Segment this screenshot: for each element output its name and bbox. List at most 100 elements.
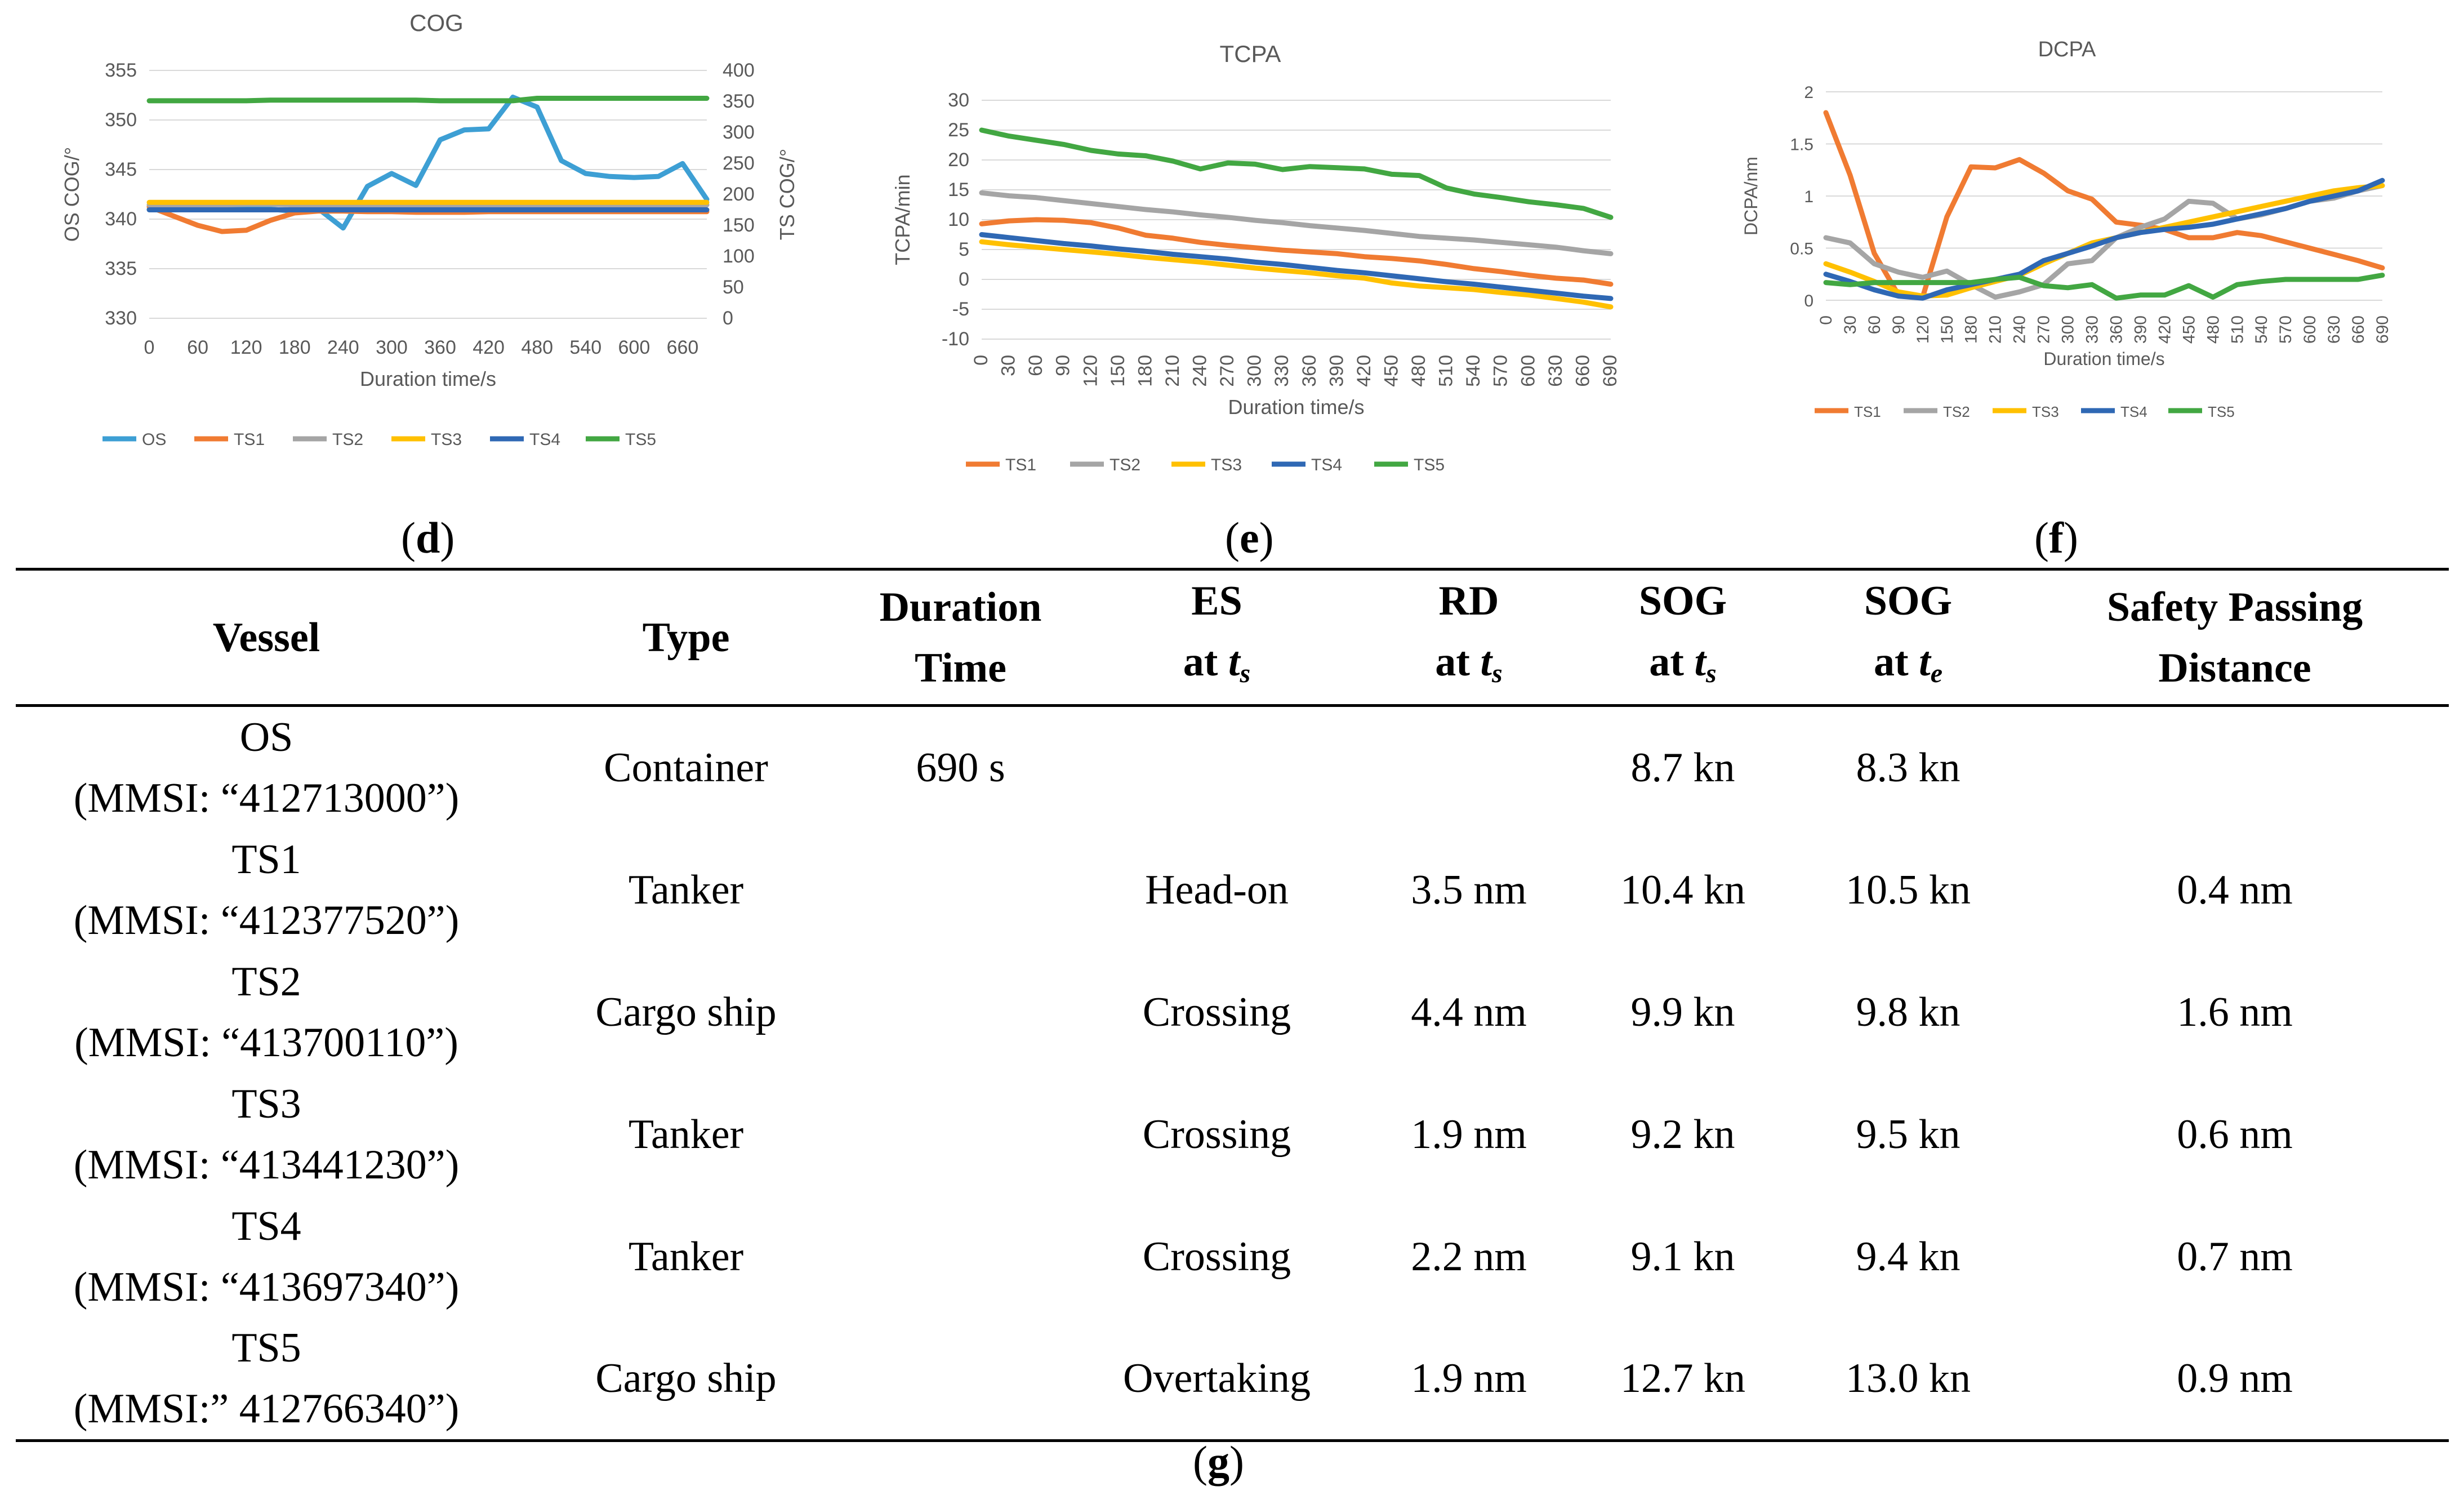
chart-title: TCPA	[1220, 41, 1281, 67]
y-tick-label: 1.5	[1790, 136, 1814, 154]
vessel-mmsi: (MMSI: “413700110”)	[74, 1019, 458, 1066]
x-axis-label: Duration time/s	[1228, 395, 1364, 419]
x-tick-label: 660	[667, 337, 699, 358]
table-row: TS5 (MMSI:” 412766340”) Cargo ship Overtaki…	[16, 1318, 2449, 1441]
safety-passing-distance-cell: 0.7 nm	[2177, 1233, 2293, 1280]
x-tick-label: 390	[2131, 315, 2150, 344]
x-tick-label: 0	[144, 337, 155, 358]
table-row: TS2 (MMSI: “413700110”) Cargo ship Crossing…	[16, 951, 2449, 1073]
x-tick-label: 420	[2155, 315, 2174, 344]
x-tick-label: 180	[279, 337, 311, 358]
x-tick-label: 600	[2301, 315, 2319, 344]
vessel-table: Vessel Type Duration Time ES at ts RD at…	[16, 568, 2449, 1442]
header-sog-end-line1: SOG	[1864, 578, 1953, 624]
x-tick-label: 300	[376, 337, 408, 358]
cog-chart: COG 330 335 340 345 350 355 0 50 100 150 200 250 300 3…	[60, 10, 799, 449]
series-line-ts3	[979, 239, 1614, 310]
duration-cell	[855, 829, 1066, 951]
y-axis-label: DCPA/nm	[1741, 157, 1761, 235]
duration-cell	[855, 951, 1066, 1073]
vessel-name: TS3	[231, 1080, 301, 1127]
x-tick-label: 600	[1517, 355, 1539, 387]
vessel-cell: OS (MMSI: “412713000”)	[16, 706, 517, 829]
table-header-row: Vessel Type Duration Time ES at ts RD at…	[16, 569, 2449, 706]
legend-label-ts3: TS3	[431, 430, 462, 449]
series-line-ts4	[979, 232, 1614, 301]
y-tick-label: 2	[1804, 83, 1814, 102]
table-row: TS1 (MMSI: “412377520”) Tanker Head-on 3.5 n…	[16, 829, 2449, 951]
y-right-tick-label: 150	[723, 215, 755, 236]
chart-title: COG	[409, 10, 464, 36]
y-tick-label: 30	[948, 90, 969, 111]
legend-label-ts5: TS5	[1414, 456, 1445, 474]
x-tick-label: 540	[569, 337, 601, 358]
x-tick-label: 630	[1545, 355, 1566, 387]
panel-label-g: (g)	[1193, 1437, 1244, 1486]
es-cell	[1066, 706, 1367, 829]
sog-start-cell: 8.7 kn	[1630, 745, 1735, 791]
y-axis-label: TCPA/min	[891, 174, 914, 265]
header-type: Type	[642, 614, 730, 661]
y-tick-label: 0	[959, 269, 969, 290]
y-tick-label: 340	[105, 208, 137, 230]
x-tick-label: 630	[2325, 315, 2343, 344]
y-tick-label: -10	[942, 328, 969, 350]
x-tick-label: 570	[1490, 355, 1512, 387]
sog-start-cell: 10.4 kn	[1620, 866, 1745, 913]
rd-cell: 2.2 nm	[1411, 1233, 1527, 1280]
header-rd-line1: RD	[1438, 578, 1499, 624]
x-tick-label: 330	[2083, 315, 2102, 344]
table-row: TS3 (MMSI: “413441230”) Tanker Crossing 1.9 …	[16, 1073, 2449, 1195]
y-tick-label: 1	[1804, 188, 1814, 206]
x-tick-label: 60	[187, 337, 208, 358]
x-tick-label: 90	[1053, 355, 1074, 376]
safety-passing-distance-cell: 0.6 nm	[2177, 1111, 2293, 1158]
vessel-mmsi: (MMSI: “412713000”)	[73, 775, 460, 821]
rd-cell: 1.9 nm	[1411, 1355, 1527, 1401]
vessel-cell: TS1 (MMSI: “412377520”)	[16, 829, 517, 951]
x-axis-label: Duration time/s	[2043, 349, 2164, 369]
type-cell: Tanker	[628, 866, 744, 913]
header-safety-passing-distance: Safety Passing Distance	[2021, 569, 2449, 706]
panel-label-d: (d)	[401, 513, 455, 562]
x-tick-label: 570	[2276, 315, 2295, 344]
panel-label-f: (f)	[2034, 513, 2078, 562]
rd-cell: 1.9 nm	[1411, 1111, 1527, 1158]
safety-passing-distance-cell: 1.6 nm	[2177, 989, 2293, 1035]
y-right-tick-label: 100	[723, 246, 755, 267]
y-right-axis-label: TS COG/°	[776, 149, 799, 240]
rd-cell: 3.5 nm	[1411, 866, 1527, 913]
x-tick-label: 180	[1962, 315, 1981, 344]
rd-cell: 4.4 nm	[1411, 989, 1527, 1035]
y-right-tick-label: 250	[723, 153, 755, 174]
x-tick-label: 390	[1326, 355, 1347, 387]
x-tick-label: 540	[2252, 315, 2271, 344]
x-tick-label: 510	[1436, 355, 1457, 387]
x-tick-label: 240	[1189, 355, 1211, 387]
y-tick-label: 20	[948, 149, 969, 171]
legend-label-ts2: TS2	[1110, 456, 1140, 474]
chart-title: DCPA	[2038, 38, 2096, 61]
header-sog-start-line2: at ts	[1649, 639, 1717, 688]
sog-end-cell: 9.4 kn	[1856, 1233, 1960, 1280]
vessel-cell: TS4 (MMSI: “413697340”)	[16, 1195, 517, 1318]
sog-start-cell: 9.9 kn	[1630, 989, 1735, 1035]
series-line-ts5	[979, 127, 1614, 220]
es-cell: Overtaking	[1123, 1355, 1311, 1401]
x-tick-label: 60	[1865, 315, 1884, 334]
sog-end-cell: 8.3 kn	[1856, 745, 1960, 791]
x-tick-label: 150	[1938, 315, 1957, 344]
x-tick-label: 480	[521, 337, 553, 358]
vessel-name: TS2	[231, 958, 301, 1005]
duration-cell	[855, 1073, 1066, 1195]
y-right-tick-label: 50	[723, 277, 744, 298]
panel-label-e: (e)	[1225, 513, 1274, 562]
legend-label-ts5: TS5	[2208, 403, 2235, 420]
header-duration-line1: Duration	[879, 584, 1042, 630]
x-tick-label: 270	[2035, 315, 2053, 344]
x-tick-label: 30	[998, 355, 1019, 376]
y-tick-label: 15	[948, 179, 969, 201]
legend-label-os: OS	[142, 430, 166, 449]
y-tick-label: 5	[959, 239, 969, 260]
